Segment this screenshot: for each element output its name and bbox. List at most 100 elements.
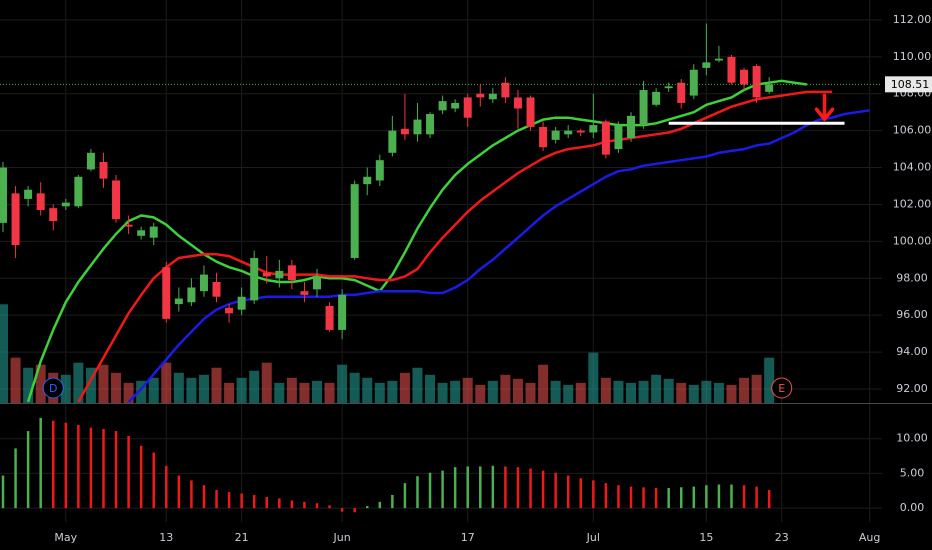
histogram-bar [554,472,557,509]
histogram-bar [165,465,168,509]
histogram [1,417,771,513]
candle-body [49,208,58,222]
x-tick-label: 15 [699,531,713,544]
volume-bar [249,370,260,403]
axes: 92.00 94.00 96.00 98.00 100.00 102.00 104.00 10… [54,13,932,544]
volume-bar [688,384,699,403]
volume-bar [236,377,247,403]
candle-body [438,101,447,111]
volume-bar [23,367,34,403]
volume-bar [0,304,8,403]
histogram-bar [391,494,394,509]
candle-body [338,294,347,330]
y-tick-label: 110.00 [893,50,932,63]
volume-bar [663,378,674,403]
histogram-bar [378,501,382,509]
volume-bar [10,357,21,403]
volume-bar [198,374,209,403]
histogram-bar [1,475,5,509]
candle-body [714,58,723,61]
candles [0,23,774,340]
volume-bar [550,380,561,403]
candle-body [313,276,321,290]
volume-bar [261,362,272,403]
candle-body [627,115,635,139]
volume-bar [173,372,184,403]
histogram-bar [541,470,545,509]
candle-body [513,97,522,109]
volume-bar [764,357,775,403]
volume-bar [588,352,599,403]
volume-bar [349,372,360,403]
histogram-bar [139,445,143,509]
volume-bar [274,382,285,403]
candle-body [426,114,435,135]
candle-body [589,125,598,133]
y-tick-label: 0.00 [900,501,925,514]
volume-bar [136,380,147,403]
volume-bar [98,364,109,403]
candle-body [24,189,33,199]
candle-body [476,93,485,98]
volume-bar [713,382,724,403]
volume-bar [412,367,423,403]
histogram-bar [629,486,633,509]
candle-body [86,152,95,170]
histogram-bar [579,478,583,509]
volume-bar [751,374,762,403]
volume-bar [312,380,322,403]
volume-bar [387,380,398,403]
y-tick-label: 96.00 [896,308,928,321]
volume-bar [575,382,586,403]
histogram-bar [252,494,256,509]
volume-bar [286,377,297,403]
histogram-bar [742,485,746,509]
candle-body [463,97,472,118]
histogram-bar [504,466,507,509]
volume-bar [613,380,624,403]
histogram-bar [416,476,419,509]
histogram-bar [453,467,457,509]
histogram-bar [26,431,30,509]
volume-bar [475,384,486,403]
volume-bar [487,380,498,403]
candle-body [0,167,7,223]
volume-bar [425,374,436,403]
y-tick-label: 104.00 [893,161,932,174]
histogram-bar [466,466,469,509]
histogram-bar [642,487,645,509]
volume-bar [726,384,737,403]
down-arrow [814,93,835,122]
y-tick-label: 98.00 [896,271,928,284]
volume [0,304,775,403]
y-tick-label: 94.00 [896,345,928,358]
candle-body [174,298,183,305]
volume-bar [739,377,750,403]
histogram-bar [14,448,17,509]
volume-bar [462,377,473,403]
histogram-bar [290,500,294,509]
histogram-bar [617,485,620,509]
candle-body [765,84,774,92]
event-marker [42,377,64,399]
volume-bar [161,362,172,403]
volume-bar [148,377,159,403]
volume-bar [224,382,235,403]
candle-body [137,230,146,236]
volume-bar [525,382,536,403]
candle-body [689,69,698,96]
candle-body [413,119,422,135]
histogram-bar [592,480,595,509]
histogram-bar [114,431,118,509]
volume-bar [500,374,511,403]
volume-bar [85,367,96,403]
candle-body [451,102,460,109]
histogram-bar [604,483,608,509]
histogram-bar [767,490,771,509]
histogram-bar [730,484,733,509]
candle-body [112,180,121,220]
candle-body [752,66,761,98]
volume-bar [123,382,134,403]
candle-body [275,270,284,279]
